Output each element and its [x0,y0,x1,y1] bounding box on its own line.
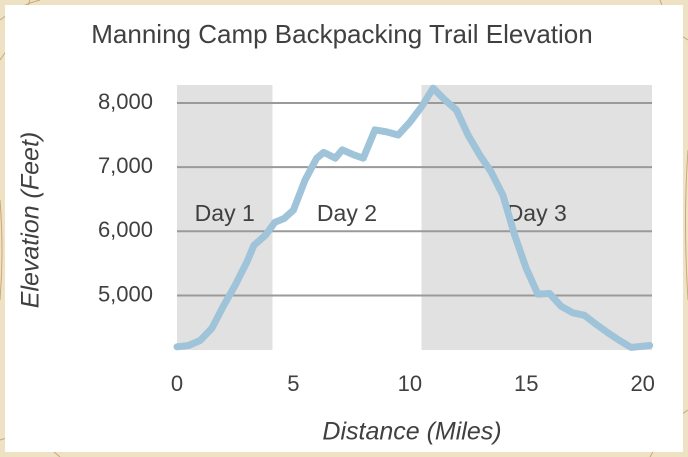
x-tick-label: 5 [287,371,299,396]
day-label: Day 3 [507,200,567,226]
y-tick-label: 6,000 [98,217,153,242]
y-tick-label: 5,000 [98,281,153,306]
y-axis-title: Elevation (Feet) [17,132,45,308]
x-tick-label: 20 [630,371,654,396]
y-tick-label: 7,000 [98,153,153,178]
day-label: Day 1 [195,200,255,226]
x-tick-label: 0 [171,371,183,396]
x-tick-label: 10 [398,371,422,396]
y-tick-label: 8,000 [98,89,153,114]
x-axis-title: Distance (Miles) [322,418,501,446]
x-tick-label: 15 [514,371,538,396]
chart-title: Manning Camp Backpacking Trail Elevation [91,19,592,49]
day-label: Day 2 [317,200,377,226]
chart: Manning Camp Backpacking Trail Elevation… [0,0,688,457]
